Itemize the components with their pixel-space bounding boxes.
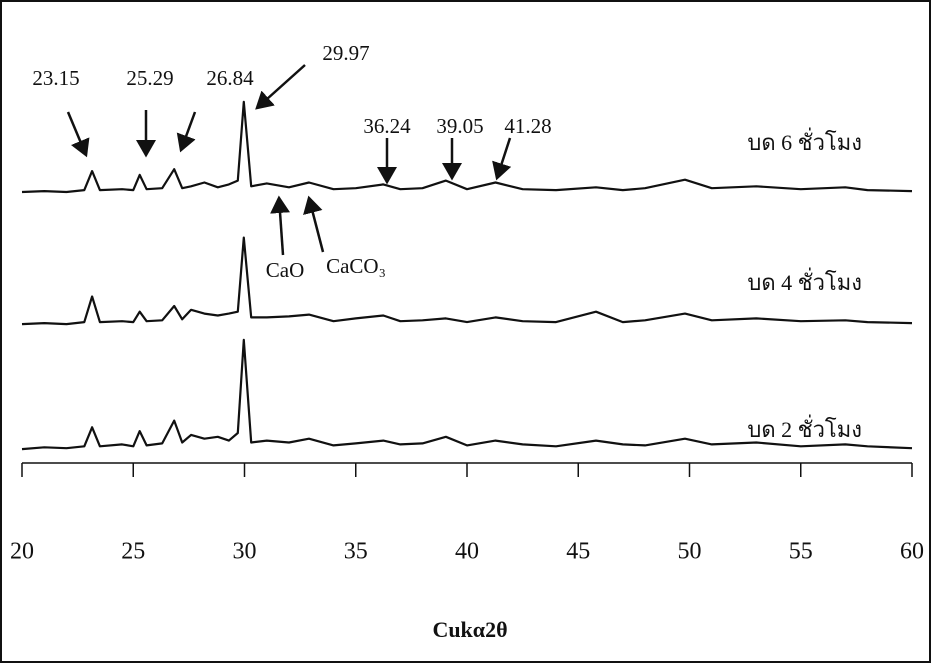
x-tick-label: 50: [678, 539, 702, 565]
pattern-line: [21, 100, 913, 194]
annotation: 25.29: [126, 66, 173, 90]
annotation: 29.97: [322, 41, 369, 65]
arrow: [270, 195, 291, 256]
annotation: 36.24: [363, 114, 411, 138]
x-tick-label: 60: [900, 539, 924, 565]
x-axis-label: Cukα2θ: [432, 617, 507, 642]
x-tick-label: 40: [455, 539, 479, 565]
annotation: CaCO₃: [326, 254, 386, 278]
arrow: [492, 137, 512, 181]
x-tick-label: 30: [233, 539, 257, 565]
pattern-line: [21, 338, 913, 451]
arrow: [66, 111, 90, 158]
x-tick-label: 25: [121, 539, 145, 565]
x-tick-label: 35: [344, 539, 368, 565]
series-label: บด 4 ชั่วโมง: [747, 267, 862, 295]
x-tick-label: 20: [10, 539, 34, 565]
arrow: [303, 195, 325, 253]
series-label: บด 2 ชั่วโมง: [747, 414, 862, 442]
annotation: 23.15: [32, 66, 79, 90]
annotation: 39.05: [436, 114, 483, 138]
arrow: [255, 64, 306, 110]
series-label: บด 6 ชั่วโมง: [747, 127, 862, 155]
annotation: CaO: [266, 258, 305, 282]
x-tick-label: 55: [789, 539, 813, 565]
annotation: 41.28: [504, 114, 551, 138]
x-tick-label: 45: [566, 539, 590, 565]
pattern-line: [21, 236, 913, 326]
arrow: [176, 111, 197, 153]
annotation: 26.84: [206, 66, 254, 90]
